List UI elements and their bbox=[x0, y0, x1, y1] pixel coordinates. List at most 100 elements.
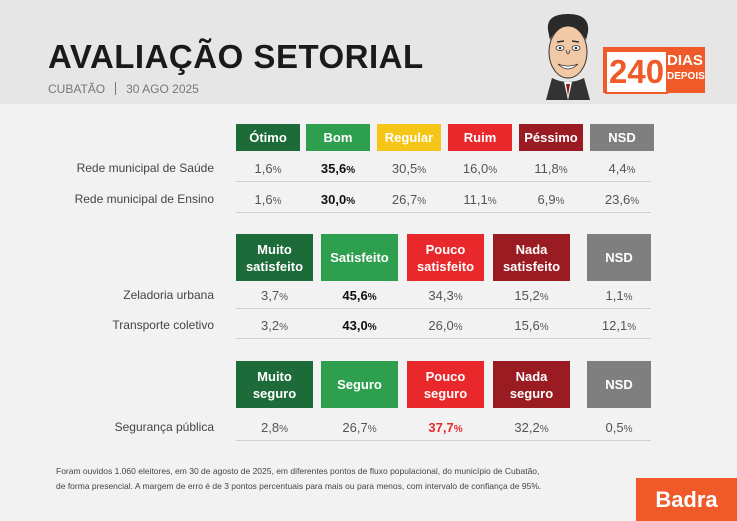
value-cell: 26,7% bbox=[377, 192, 441, 207]
footnote-line2: de forma presencial. A margem de erro é … bbox=[56, 481, 542, 491]
value-cell: 2,8% bbox=[236, 420, 313, 435]
meta-divider bbox=[115, 82, 117, 95]
value-cell: 30,0% bbox=[306, 192, 370, 207]
value-cell: 11,1% bbox=[448, 192, 512, 207]
value-number: 26,7 bbox=[391, 192, 418, 207]
category-header: Nada seguro bbox=[493, 361, 570, 408]
value-number: 11,1 bbox=[463, 192, 488, 207]
value-number: 3,7 bbox=[261, 288, 280, 303]
percent-sign: % bbox=[453, 292, 463, 303]
value-number: 35,6 bbox=[320, 161, 347, 176]
value-cell: 23,6% bbox=[590, 192, 654, 207]
date-label: 30 AGO 2025 bbox=[126, 82, 199, 96]
badge-number: 240 bbox=[605, 50, 669, 94]
category-header: Bom bbox=[306, 124, 370, 151]
value-cell: 35,6% bbox=[306, 161, 370, 176]
page-title: AVALIAÇÃO SETORIAL bbox=[48, 38, 424, 75]
percent-sign: % bbox=[346, 196, 356, 207]
row-divider bbox=[236, 338, 651, 339]
percent-sign: % bbox=[453, 322, 463, 333]
value-number: 6,9 bbox=[537, 192, 556, 207]
value-cell: 6,9% bbox=[519, 192, 583, 207]
value-cell: 30,5% bbox=[377, 161, 441, 176]
percent-sign: % bbox=[272, 165, 282, 176]
percent-sign: % bbox=[626, 165, 636, 176]
row-label: Rede municipal de Ensino bbox=[74, 192, 214, 206]
value-number: 3,2 bbox=[261, 318, 280, 333]
value-number: 26,7 bbox=[342, 420, 368, 435]
category-header: Muito satisfeito bbox=[236, 234, 313, 281]
percent-sign: % bbox=[367, 322, 377, 333]
percent-sign: % bbox=[555, 196, 565, 207]
row-label: Zeladoria urbana bbox=[123, 288, 214, 302]
value-cell: 11,8% bbox=[519, 161, 583, 176]
row-divider bbox=[236, 212, 651, 213]
value-cell: 3,2% bbox=[236, 318, 313, 333]
value-cell: 1,6% bbox=[236, 161, 300, 176]
value-cell: 32,2% bbox=[493, 420, 570, 435]
category-header: Nada satisfeito bbox=[493, 234, 570, 281]
value-cell: 15,2% bbox=[493, 288, 570, 303]
percent-sign: % bbox=[488, 165, 498, 176]
row-divider bbox=[236, 440, 651, 441]
percent-sign: % bbox=[623, 424, 633, 435]
percent-sign: % bbox=[558, 165, 568, 176]
category-header: Péssimo bbox=[519, 124, 583, 151]
percent-sign: % bbox=[487, 196, 497, 207]
value-number: 30,5 bbox=[391, 161, 418, 176]
footnote: Foram ouvidos 1.060 eleitores, em 30 de … bbox=[56, 464, 541, 494]
percent-sign: % bbox=[279, 322, 288, 333]
value-number: 26,0 bbox=[428, 318, 454, 333]
value-number: 1,1 bbox=[605, 288, 624, 303]
percent-sign: % bbox=[453, 424, 463, 435]
value-cell: 1,1% bbox=[587, 288, 651, 303]
value-number: 1,6 bbox=[254, 192, 273, 207]
value-number: 4,4 bbox=[608, 161, 627, 176]
caricature-illustration bbox=[546, 14, 590, 100]
value-cell: 37,7% bbox=[407, 420, 484, 435]
category-header: Ótimo bbox=[236, 124, 300, 151]
row-divider bbox=[236, 308, 651, 309]
240-days-badge: 240 DIAS DEPOIS bbox=[603, 47, 705, 94]
value-cell: 12,1% bbox=[587, 318, 651, 333]
value-number: 15,2 bbox=[514, 288, 540, 303]
value-number: 15,6 bbox=[514, 318, 540, 333]
value-cell: 0,5% bbox=[587, 420, 651, 435]
value-cell: 34,3% bbox=[407, 288, 484, 303]
value-number: 16,0 bbox=[462, 161, 489, 176]
value-number: 11,8 bbox=[534, 161, 559, 176]
category-header: Pouco satisfeito bbox=[407, 234, 484, 281]
value-cell: 26,7% bbox=[321, 420, 398, 435]
value-cell: 3,7% bbox=[236, 288, 313, 303]
row-label: Segurança pública bbox=[114, 420, 214, 434]
percent-sign: % bbox=[630, 196, 640, 207]
city-label: CUBATÃO bbox=[48, 82, 106, 96]
value-number: 45,6 bbox=[342, 288, 368, 303]
percent-sign: % bbox=[539, 322, 549, 333]
percent-sign: % bbox=[539, 424, 549, 435]
percent-sign: % bbox=[272, 196, 282, 207]
value-cell: 43,0% bbox=[321, 318, 398, 333]
percent-sign: % bbox=[367, 424, 377, 435]
badge-line2: DEPOIS bbox=[667, 71, 705, 82]
value-number: 34,3 bbox=[428, 288, 454, 303]
value-number: 43,0 bbox=[342, 318, 368, 333]
value-cell: 26,0% bbox=[407, 318, 484, 333]
category-header: NSD bbox=[590, 124, 654, 151]
category-header: Regular bbox=[377, 124, 441, 151]
category-header: Pouco seguro bbox=[407, 361, 484, 408]
value-cell: 15,6% bbox=[493, 318, 570, 333]
category-header: Muito seguro bbox=[236, 361, 313, 408]
value-number: 32,2 bbox=[514, 420, 540, 435]
percent-sign: % bbox=[346, 165, 356, 176]
percent-sign: % bbox=[539, 292, 549, 303]
percent-sign: % bbox=[279, 424, 288, 435]
header-meta: CUBATÃO 30 AGO 2025 bbox=[48, 82, 199, 96]
value-number: 23,6 bbox=[604, 192, 631, 207]
value-cell: 1,6% bbox=[236, 192, 300, 207]
percent-sign: % bbox=[417, 165, 427, 176]
category-header: Satisfeito bbox=[321, 234, 398, 281]
row-label: Transporte coletivo bbox=[112, 318, 214, 332]
value-number: 30,0 bbox=[320, 192, 347, 207]
value-number: 2,8 bbox=[261, 420, 280, 435]
